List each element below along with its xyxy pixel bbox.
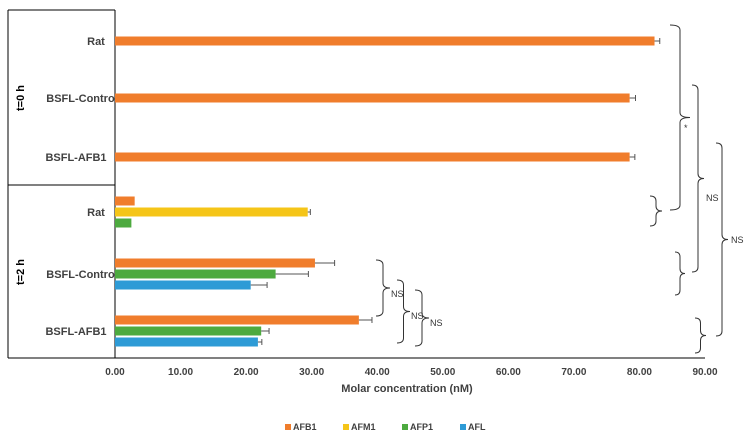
legend-swatch-afl [460,424,466,430]
x-tick-label: 80.00 [627,367,652,378]
category-label: BSFL-AFB1 [45,152,106,164]
bar-afp1 [115,218,132,228]
bracket-control [674,251,686,296]
bars [115,36,661,347]
x-tick-label: 10.00 [168,367,193,378]
category-label: Rat [87,36,105,48]
bar-afp1 [115,269,276,279]
x-axis-title: Molar concentration (nM) [341,383,473,395]
bracket-afb1-0-2 [715,142,729,337]
legend-label-afl: AFL [468,422,486,432]
legend: AFB1 AFM1 AFP1 AFL [285,422,486,432]
legend-label-afb1: AFB1 [293,422,317,432]
bracket-control-0-2 [691,84,705,273]
bracket-afb1 [694,317,707,354]
x-tick-label: 40.00 [365,367,390,378]
category-label: BSFL-Control [46,93,117,105]
group-label: t=0 h [15,85,27,111]
significance-label: NS [706,193,719,203]
x-tick-label: 60.00 [496,367,521,378]
group-label: t=2 h [15,259,27,285]
significance-label: * [684,123,688,133]
legend-swatch-afm1 [343,424,349,430]
x-tick-label: 70.00 [561,367,586,378]
significance-label: NS [411,311,424,321]
bar-afb1 [115,152,630,162]
x-tick-label: 30.00 [299,367,324,378]
significance-label: NS [391,289,404,299]
x-tick-label: 0.00 [105,367,125,378]
x-tick-label: 50.00 [430,367,455,378]
bar-afp1 [115,326,262,336]
bracket-2 [396,279,411,344]
x-tick-label: 90.00 [692,367,717,378]
legend-swatch-afb1 [285,424,291,430]
legend-label-afp1: AFP1 [410,422,433,432]
category-label: BSFL-Control [46,269,117,281]
category-label: BSFL-AFB1 [45,326,106,338]
bar-afm1 [115,207,308,217]
bar-afb1 [115,258,315,268]
significance-brackets: NS NS NS * NS NS [375,24,744,354]
bracket-rat-0-2 [669,24,691,211]
bar-afb1 [115,196,135,206]
bracket-3 [414,289,430,347]
legend-swatch-afp1 [402,424,408,430]
axes: 0.00 10.00 20.00 30.00 40.00 50.00 60.00 70.00 8… [7,9,718,395]
category-label: Rat [87,207,105,219]
bar-afb1 [115,36,655,46]
bar-afl [115,337,258,347]
significance-label: NS [731,235,744,245]
x-tick-label: 20.00 [234,367,259,378]
legend-label-afm1: AFM1 [351,422,376,432]
bar-afb1 [115,315,359,325]
significance-label: NS [430,318,443,328]
bracket-rat [649,195,663,227]
bar-afb1 [115,93,630,103]
bracket-1 [375,259,391,317]
bar-afl [115,280,251,290]
